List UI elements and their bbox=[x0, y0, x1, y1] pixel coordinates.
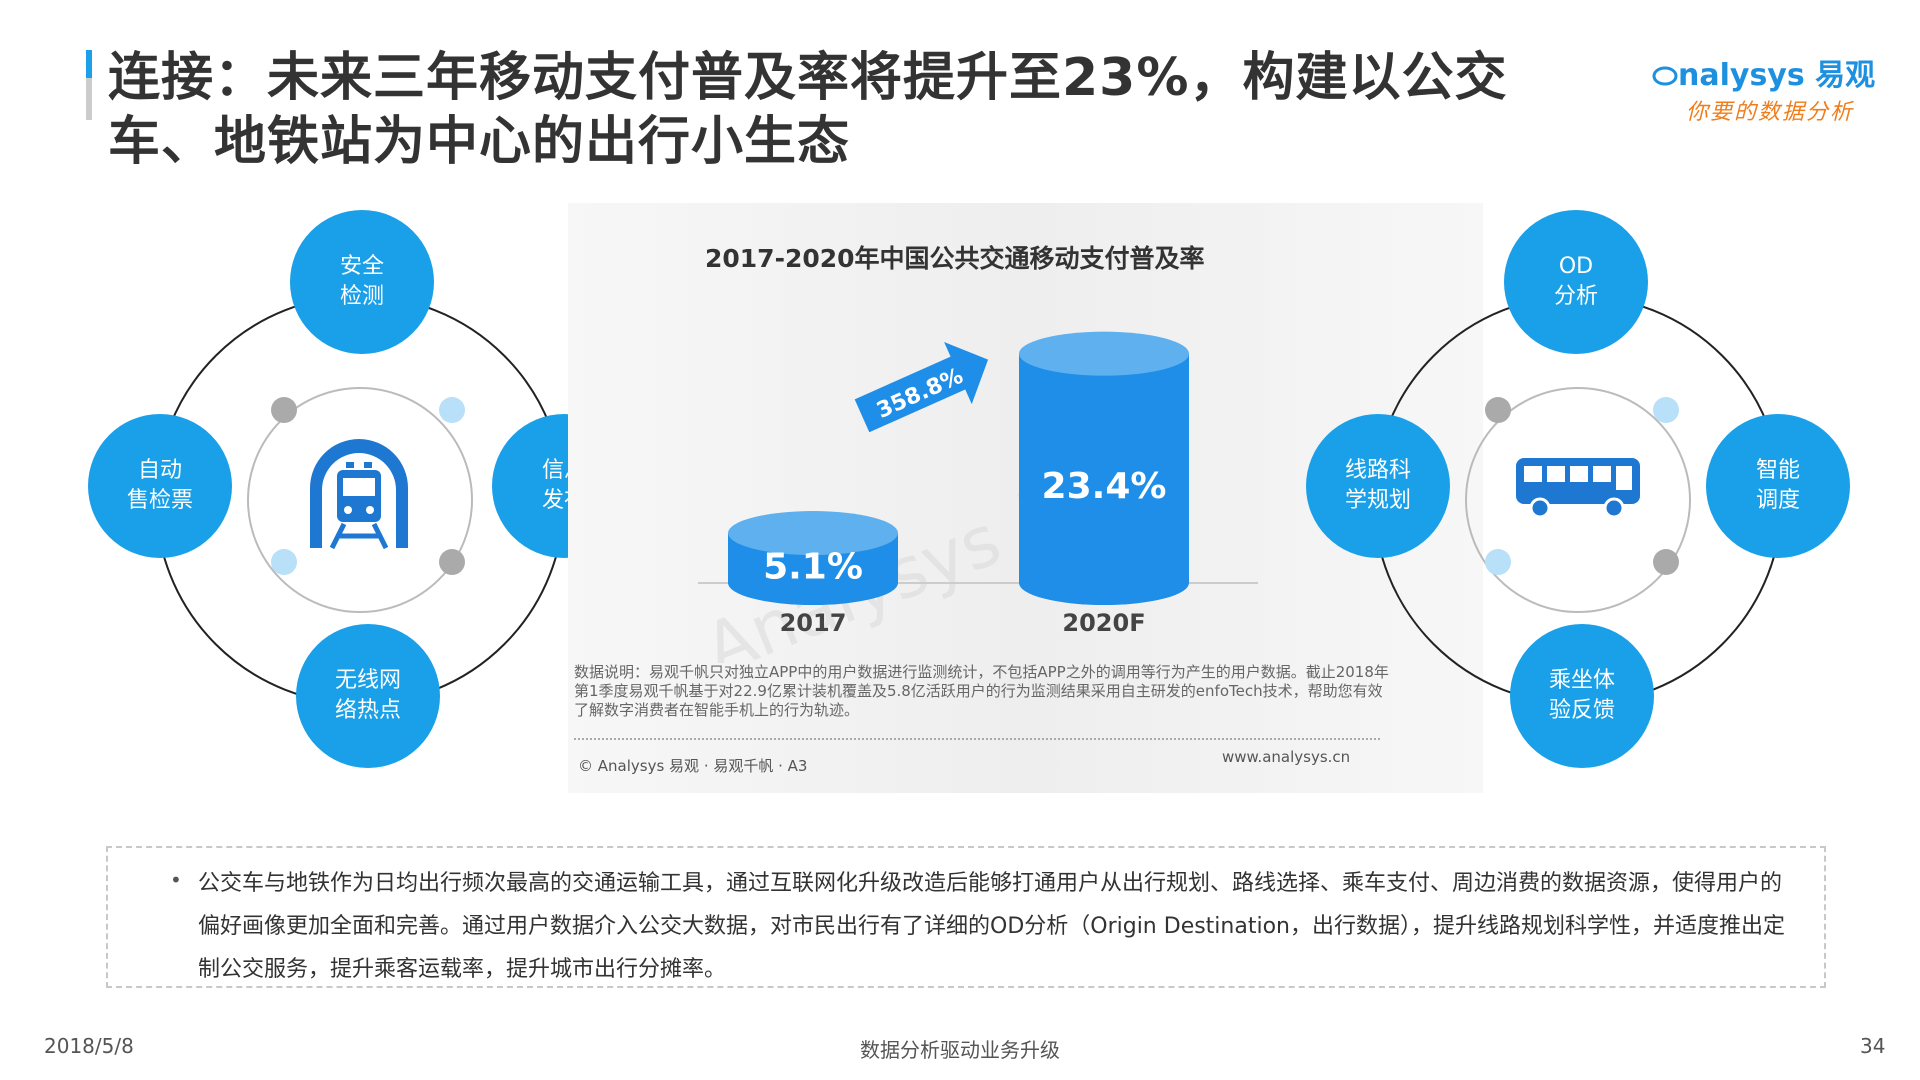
note-divider bbox=[574, 738, 1380, 740]
footer-date: 2018/5/8 bbox=[44, 1034, 134, 1058]
logo-slogan: 你要的数据分析 bbox=[1686, 100, 1855, 125]
node-smart-dispatch: 智能 调度 bbox=[1706, 414, 1850, 558]
node-safety-detection: 安全 检测 bbox=[290, 210, 434, 354]
summary-text: 公交车与地铁作为日均出行频次最高的交通运输工具，通过互联网化升级改造后能够打通用… bbox=[198, 871, 1785, 982]
logo-wordmark: nalysys 易观 bbox=[1652, 50, 1875, 94]
chart-canvas: 2017-2020年中国公共交通移动支付普及率 Analysys 易观 5.1%… bbox=[693, 244, 1258, 663]
metro-train-icon bbox=[304, 436, 414, 550]
page-title-line-1: 连接：未来三年移动支付普及率将提升至23%，构建以公交 bbox=[108, 48, 1508, 108]
bus-diagram: OD 分析 智能 调度 乘坐体 验反馈 线路科 学规划 bbox=[1306, 210, 1866, 776]
page-number: 34 bbox=[1860, 1034, 1886, 1058]
data-note: 数据说明：易观千帆只对独立APP中的用户数据进行监测统计，不包括APP之外的调用… bbox=[574, 663, 1389, 719]
chart-bar-2020F bbox=[1019, 331, 1189, 605]
node-route-planning: 线路科 学规划 bbox=[1306, 414, 1450, 558]
chart-title: 2017-2020年中国公共交通移动支付普及率 bbox=[705, 244, 1205, 273]
chart-bar-2017 bbox=[728, 511, 898, 605]
title-accent-bar bbox=[86, 50, 92, 120]
node-od-analysis: OD 分析 bbox=[1504, 210, 1648, 354]
copyright-text: © Analysys 易观 · 易观千帆 · A3 bbox=[578, 757, 808, 775]
page-title-line-2: 车、地铁站为中心的出行小生态 bbox=[108, 112, 851, 172]
logo-a-mark-icon bbox=[1652, 66, 1678, 86]
chart-category-label-2020F: 2020F bbox=[1062, 609, 1145, 637]
summary-box bbox=[106, 846, 1826, 988]
node-wifi-hotspot: 无线网 络热点 bbox=[296, 624, 440, 768]
chart-value-label-2020F: 23.4% bbox=[1042, 466, 1167, 507]
node-ride-feedback: 乘坐体 验反馈 bbox=[1510, 624, 1654, 768]
growth-arrow: 358.8% bbox=[854, 342, 989, 433]
page-title: 连接：未来三年移动支付普及率将提升至23%，构建以公交 车、地铁站为中心的出行小… bbox=[108, 46, 1588, 174]
brand-logo: nalysys 易观 你要的数据分析 bbox=[1652, 50, 1892, 130]
bullet-marker: • bbox=[170, 868, 182, 892]
node-auto-ticketing: 自动 售检票 bbox=[88, 414, 232, 558]
chart-panel: 2017-2020年中国公共交通移动支付普及率 Analysys 易观 5.1%… bbox=[568, 203, 1483, 793]
metro-diagram: 安全 检测 信息 发布 无线网 络热点 自动 售检票 bbox=[88, 210, 648, 776]
footer-tagline: 数据分析驱动业务升级 bbox=[860, 1038, 1060, 1062]
chart-value-label-2017: 5.1% bbox=[763, 547, 863, 588]
website-link[interactable]: www.analysys.cn bbox=[1222, 748, 1351, 766]
chart-category-label-2017: 2017 bbox=[780, 609, 847, 637]
bus-icon bbox=[1514, 454, 1644, 520]
